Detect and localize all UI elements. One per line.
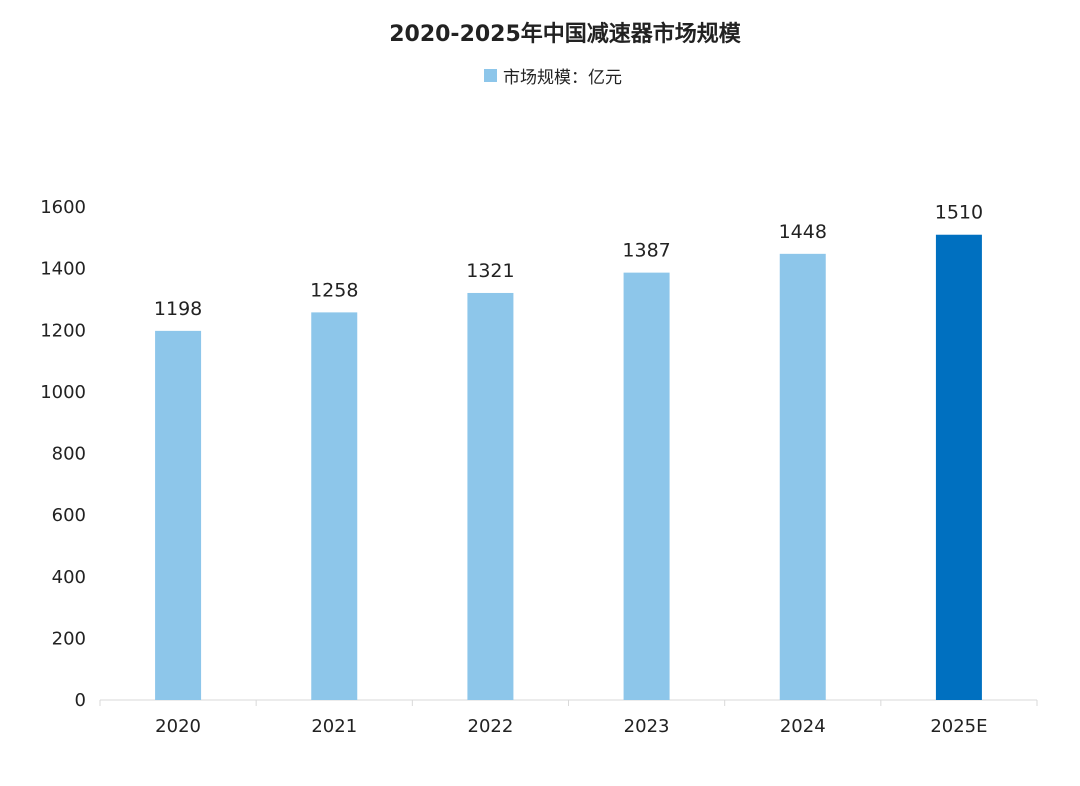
y-tick-label: 1600 [40,197,86,218]
y-tick-label: 1200 [40,320,86,341]
x-tick-label: 2024 [780,716,826,737]
bar-2024 [779,253,826,700]
y-tick-label: 1400 [40,259,86,280]
bar-2025E [935,234,982,700]
data-label: 1198 [154,298,202,320]
y-tick-label: 600 [52,505,86,526]
y-tick-label: 0 [75,690,86,711]
data-label: 1321 [466,260,514,282]
bar-2022 [467,292,514,700]
y-tick-label: 200 [52,628,86,649]
data-label: 1510 [935,202,983,224]
chart-title: 2020-2025年中国减速器市场规模 [389,22,741,47]
x-tick-label: 2021 [311,716,357,737]
x-tick-label: 2022 [468,716,514,737]
bar-2020 [155,330,202,700]
y-tick-label: 1000 [40,382,86,403]
bar-2021 [311,312,358,700]
x-tick-label: 2020 [155,716,201,737]
x-tick-label: 2025E [930,716,987,737]
data-label: 1448 [779,221,827,243]
legend-swatch [484,68,497,82]
data-label: 1387 [622,240,670,262]
x-tick-label: 2023 [624,716,670,737]
legend-label: 市场规模：亿元 [503,67,622,88]
bar-2023 [623,272,670,700]
legend: 市场规模：亿元 [484,64,622,88]
data-label: 1258 [310,279,358,301]
y-tick-label: 400 [52,567,86,588]
y-tick-label: 800 [52,444,86,465]
